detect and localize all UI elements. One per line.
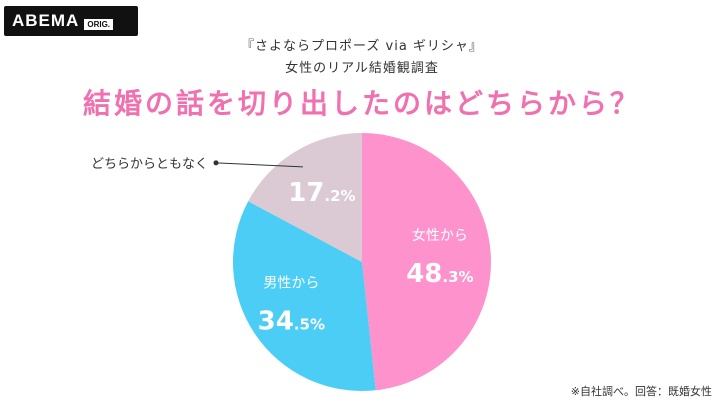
slice-value-2: 34.5% [258,307,325,337]
pie-slice-1 [362,133,492,391]
program-title: 『さよならプロポーズ via ギリシャ』 [241,39,483,54]
logo-text: ABEMA [12,11,80,30]
leader-line [215,162,303,168]
pie-slice-3 [248,133,362,262]
source-footnote: ※自社調べ。回答：既婚女性 [570,385,712,398]
slice-label-2: 男性から [263,276,319,292]
slice-label-1: 女性から [412,227,468,244]
chart-title: 結婚の話を切り出したのはどちらから？ [82,87,641,120]
abema-logo: ABEMA ORIG. [4,6,138,36]
slice-value-3: 17.2% [288,178,355,208]
slice-value-1: 48.3% [406,259,473,289]
slice-label-3: どちらからともなく [91,157,208,172]
leader-dot [213,160,219,166]
pie-slice-2 [233,201,376,391]
logo-tag: ORIG. [84,18,114,30]
survey-title: 女性のリアル結婚観調査 [285,61,439,76]
